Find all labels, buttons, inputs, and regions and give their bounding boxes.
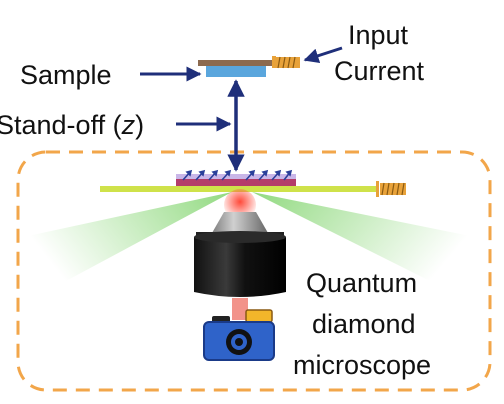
fluorescence-left xyxy=(28,192,232,296)
sample-holder xyxy=(198,60,274,66)
diamond-plate xyxy=(176,178,296,186)
laser-beam xyxy=(100,186,378,192)
camera-icon xyxy=(203,309,275,361)
standoff-label: Stand-off (z) xyxy=(0,110,144,140)
standoff-label-variable: z xyxy=(121,110,136,140)
beam-wire-coil xyxy=(376,181,406,197)
qdm-label-line1: Quantum xyxy=(306,268,417,298)
qdm-enclosure xyxy=(16,150,492,392)
fluorescence-right xyxy=(252,192,470,296)
sample-label: Sample xyxy=(20,60,112,90)
input-current-label-line2: Current xyxy=(334,56,425,86)
input-current-label-line1: Input xyxy=(348,20,409,50)
objective-lens xyxy=(194,212,286,297)
input-wire-coil xyxy=(272,56,300,69)
qdm-label-line2: diamond xyxy=(312,309,416,339)
standoff-label-prefix: Stand-off ( xyxy=(0,110,122,140)
qdm-label-line3: microscope xyxy=(293,350,431,380)
standoff-label-suffix: ) xyxy=(135,110,144,140)
nv-spin-arrows xyxy=(182,169,293,181)
current-pointer-arrow xyxy=(303,46,343,63)
sample xyxy=(206,66,266,77)
red-beam-to-camera xyxy=(232,298,248,320)
diamond-top-layer xyxy=(176,174,296,179)
